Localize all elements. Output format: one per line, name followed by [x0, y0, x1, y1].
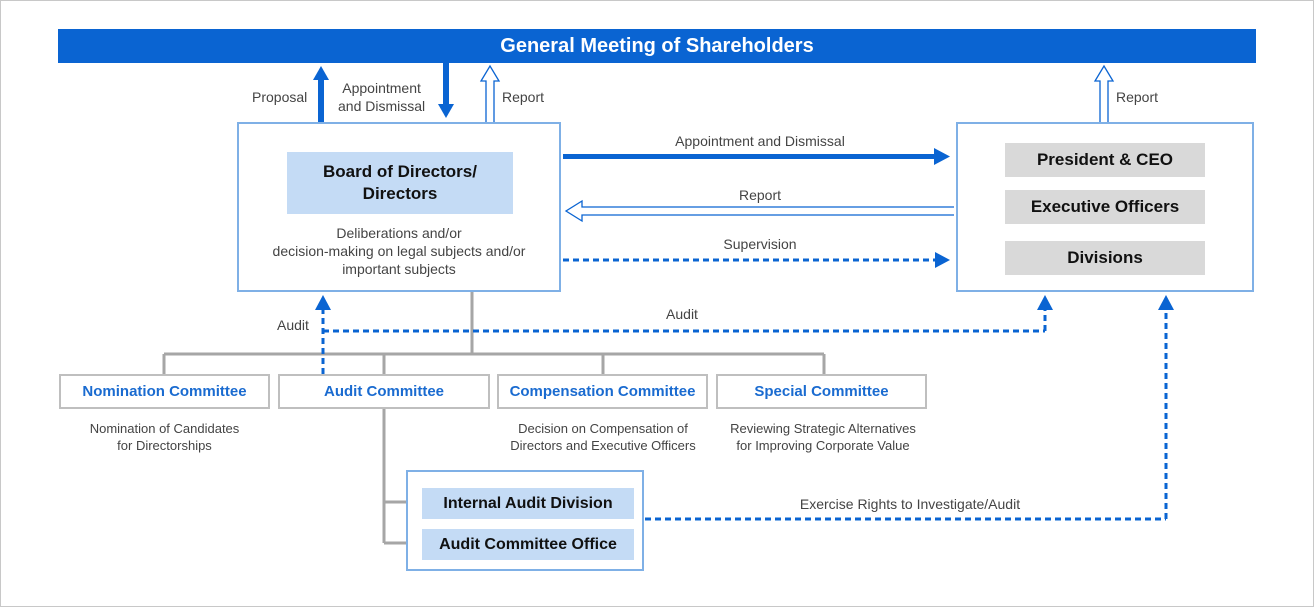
- special-committee-description: Reviewing Strategic Alternatives for Imp…: [730, 421, 916, 453]
- audit-committee-box: Audit Committee: [278, 374, 490, 409]
- report-right-label: Report: [1116, 89, 1159, 105]
- board-of-directors-box: Board of Directors/ Directors Deliberati…: [237, 122, 561, 292]
- divisions-box: Divisions: [1005, 241, 1205, 275]
- audit-committee-office-box: Audit Committee Office: [422, 529, 634, 560]
- general-meeting-banner: General Meeting of Shareholders: [58, 29, 1256, 63]
- audit-units-box: Internal Audit Division Audit Committee …: [406, 470, 644, 571]
- compensation-committee-box: Compensation Committee: [497, 374, 708, 409]
- executive-box: President & CEO Executive Officers Divis…: [956, 122, 1254, 292]
- report-up-arrow-right: [1093, 64, 1115, 122]
- audit-mid-label: Audit: [666, 306, 698, 322]
- proposal-label: Proposal: [252, 89, 308, 105]
- executive-officers-box: Executive Officers: [1005, 190, 1205, 224]
- special-committee-box: Special Committee: [716, 374, 927, 409]
- supervision-label: Supervision: [723, 236, 797, 252]
- report-exec-label: Report: [738, 187, 782, 203]
- board-description: Deliberations and/or decision-making on …: [272, 225, 526, 277]
- supervision-arrow: [563, 252, 950, 268]
- appointment-right-arrow: [563, 148, 950, 165]
- investigate-arrow: [645, 295, 1174, 521]
- report-up-arrow-left: [479, 64, 501, 122]
- compensation-committee-description: Decision on Compensation of Directors an…: [510, 421, 696, 453]
- audit-arrows: [315, 295, 1053, 374]
- report-left-arrow: [564, 199, 954, 223]
- report-left-label: Report: [502, 89, 545, 105]
- internal-audit-division-box: Internal Audit Division: [422, 488, 634, 519]
- appointment-exec-label: Appointment and Dismissal: [675, 133, 845, 149]
- nomination-committee-box: Nomination Committee: [59, 374, 270, 409]
- nomination-committee-description: Nomination of Candidates for Directorshi…: [89, 421, 240, 453]
- appointment-top-label: Appointment and Dismissal: [338, 80, 426, 114]
- president-ceo-box: President & CEO: [1005, 143, 1205, 177]
- investigate-label: Exercise Rights to Investigate/Audit: [799, 496, 1021, 512]
- board-title: Board of Directors/ Directors: [287, 152, 513, 214]
- audit-left-label: Audit: [277, 317, 309, 333]
- proposal-arrow: [313, 66, 329, 122]
- appointment-down-arrow: [438, 63, 454, 118]
